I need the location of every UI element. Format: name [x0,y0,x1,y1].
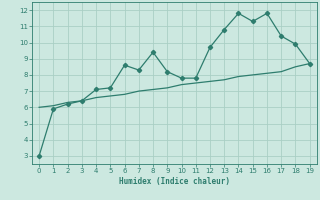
X-axis label: Humidex (Indice chaleur): Humidex (Indice chaleur) [119,177,230,186]
